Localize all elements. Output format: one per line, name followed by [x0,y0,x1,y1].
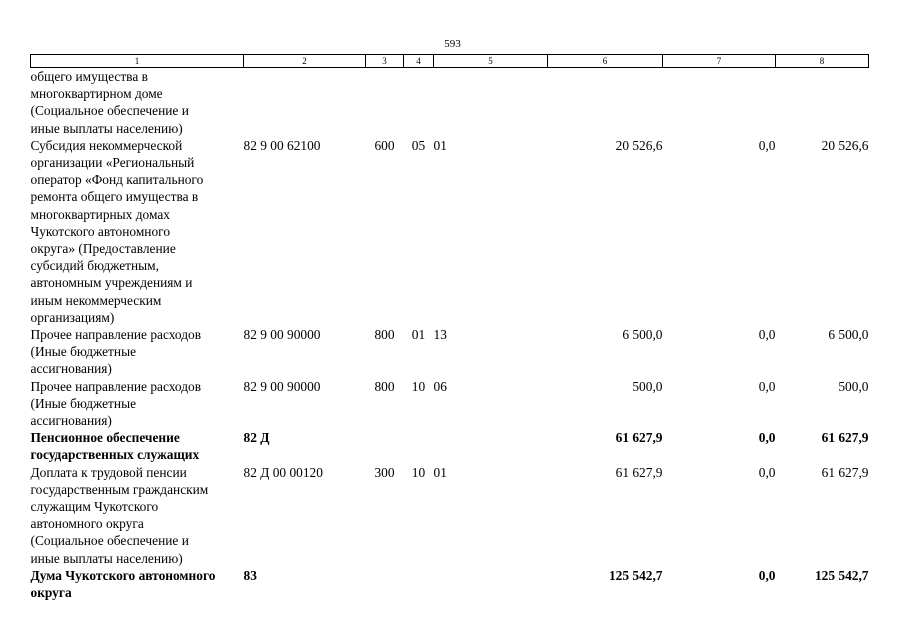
row-change: 0,0 [758,137,776,153]
row-description: Субсидия некоммерческой организации «Реги… [30,137,204,325]
row-section [404,68,434,137]
table-row: Прочее направление расходов (Иные бюджетн… [31,326,869,378]
column-header: 5 [433,54,548,68]
row-amount: 6 500,0 [622,327,663,343]
row-total: 20 526,6 [821,137,869,153]
row-total: 61 627,9 [821,430,869,446]
row-expense-type: 800 [374,327,395,343]
row-target-code: 82 9 00 62100 [243,137,321,153]
row-change: 0,0 [758,567,776,583]
budget-table: 1 2 3 4 5 6 7 8 общего имущества в многок… [30,54,869,601]
row-subsection: 13 [433,327,447,343]
row-change: 0,0 [758,464,776,480]
table-row: общего имущества в многоквартирном доме (С… [31,68,869,137]
row-description: общего имущества в многоквартирном доме (С… [30,69,189,136]
row-section: 10 [411,378,426,394]
row-section: 05 [411,137,426,153]
row-target-code: 82 9 00 90000 [243,378,321,394]
row-amount: 61 627,9 [615,430,663,446]
row-total [776,68,869,137]
column-header: 6 [547,54,663,68]
column-header: 7 [662,54,776,68]
row-subsection [434,429,548,463]
row-subsection [434,567,548,601]
row-amount: 125 542,7 [608,567,663,583]
row-change [663,68,776,137]
row-description: Пенсионное обеспечение государственных сл… [30,430,200,463]
row-section [404,567,434,601]
row-description: Прочее направление расходов (Иные бюджетн… [30,378,202,429]
column-number-header: 1 2 3 4 5 6 7 8 [30,54,869,68]
page-number: 593 [444,38,461,50]
row-target-code: 82 Д 00 00120 [243,464,323,480]
row-description: Дума Чукотского автономного округа [30,567,216,601]
row-subsection: 01 [433,464,447,480]
row-total: 500,0 [838,378,869,394]
row-subsection: 06 [433,378,447,394]
row-target-code [244,68,366,137]
row-description: Прочее направление расходов (Иные бюджетн… [30,327,202,377]
row-expense-type: 300 [374,464,395,480]
table-row: Дума Чукотского автономного округа 83 125 5… [31,567,869,601]
row-section [404,429,434,463]
row-total: 6 500,0 [828,327,869,343]
column-header: 3 [365,54,404,68]
column-header: 2 [243,54,366,68]
row-expense-type: 600 [374,137,395,153]
row-total: 125 542,7 [814,567,869,583]
row-change: 0,0 [758,430,776,446]
row-change: 0,0 [758,378,776,394]
table-row: Пенсионное обеспечение государственных сл… [31,429,869,463]
row-total: 61 627,9 [821,464,869,480]
row-subsection: 01 [433,137,447,153]
row-subsection [434,68,548,137]
table-row: Доплата к трудовой пенсии государственным… [31,464,869,567]
row-expense-type [366,567,404,601]
row-target-code: 82 9 00 90000 [243,327,321,343]
row-expense-type: 800 [374,378,395,394]
table-row: Прочее направление расходов (Иные бюджетн… [31,378,869,430]
row-amount: 61 627,9 [615,464,663,480]
row-section: 01 [411,327,426,343]
table-row: Субсидия некоммерческой организации «Реги… [31,137,869,326]
row-change: 0,0 [758,327,776,343]
row-amount: 500,0 [632,378,663,394]
row-section: 10 [411,464,426,480]
row-description: Доплата к трудовой пенсии государственным… [30,464,209,566]
row-amount: 20 526,6 [615,137,663,153]
row-target-code: 82 Д [243,430,270,446]
row-expense-type [366,429,404,463]
column-header: 8 [775,54,869,68]
row-amount [548,68,663,137]
column-header: 4 [403,54,434,68]
row-target-code: 83 [243,567,257,583]
row-expense-type [366,68,404,137]
column-header: 1 [30,54,244,68]
